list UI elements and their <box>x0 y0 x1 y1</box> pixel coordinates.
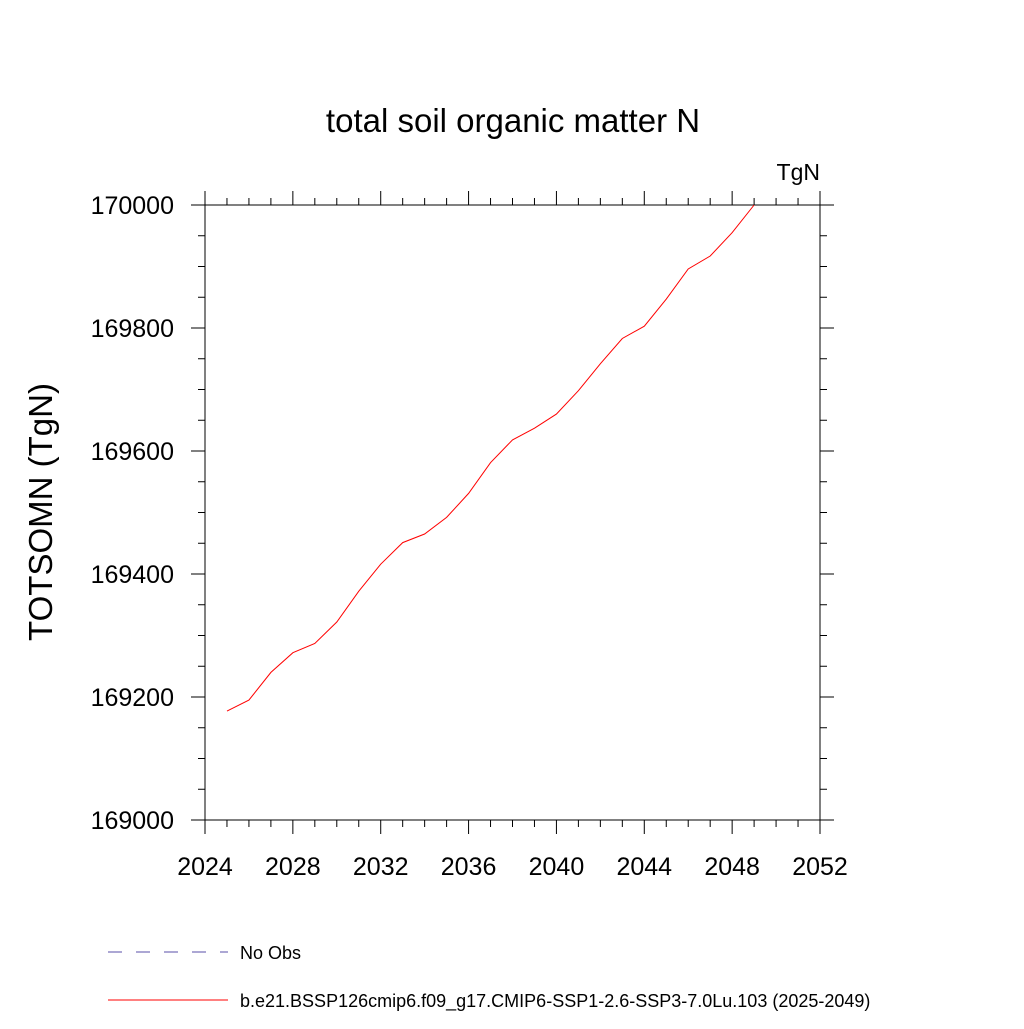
y-tick-label: 169000 <box>91 807 174 835</box>
y-axis-label: TOTSOMN (TgN) <box>22 383 59 641</box>
plot-frame <box>204 204 821 821</box>
x-tick-label: 2048 <box>704 853 760 881</box>
plot-area: 2024 2028 2032 2036 2040 2044 2048 2052 169000 16… <box>91 191 848 881</box>
chart-title: total soil organic matter N <box>326 102 700 139</box>
series-line <box>226 204 755 712</box>
x-tick-label: 2040 <box>529 853 585 881</box>
legend: No Obs b.e21.BSSP126cmip6.f09_g17.CMIP6-S… <box>108 943 870 1012</box>
x-tick-label: 2024 <box>177 853 233 881</box>
y-tick-label: 169800 <box>91 315 174 343</box>
y-tick-label: 170000 <box>91 192 174 220</box>
y-tick-label: 169600 <box>91 438 174 466</box>
y-tick-label: 169200 <box>91 684 174 712</box>
x-tick-label: 2032 <box>353 853 409 881</box>
legend-label: No Obs <box>240 943 301 963</box>
x-tick-label: 2036 <box>441 853 497 881</box>
x-tick-label: 2028 <box>265 853 321 881</box>
x-tick-label: 2052 <box>792 853 848 881</box>
units-label: TgN <box>777 159 820 185</box>
y-tick-label: 169400 <box>91 561 174 589</box>
x-tick-label: 2044 <box>616 853 672 881</box>
legend-label: b.e21.BSSP126cmip6.f09_g17.CMIP6-SSP1-2.… <box>240 991 870 1012</box>
